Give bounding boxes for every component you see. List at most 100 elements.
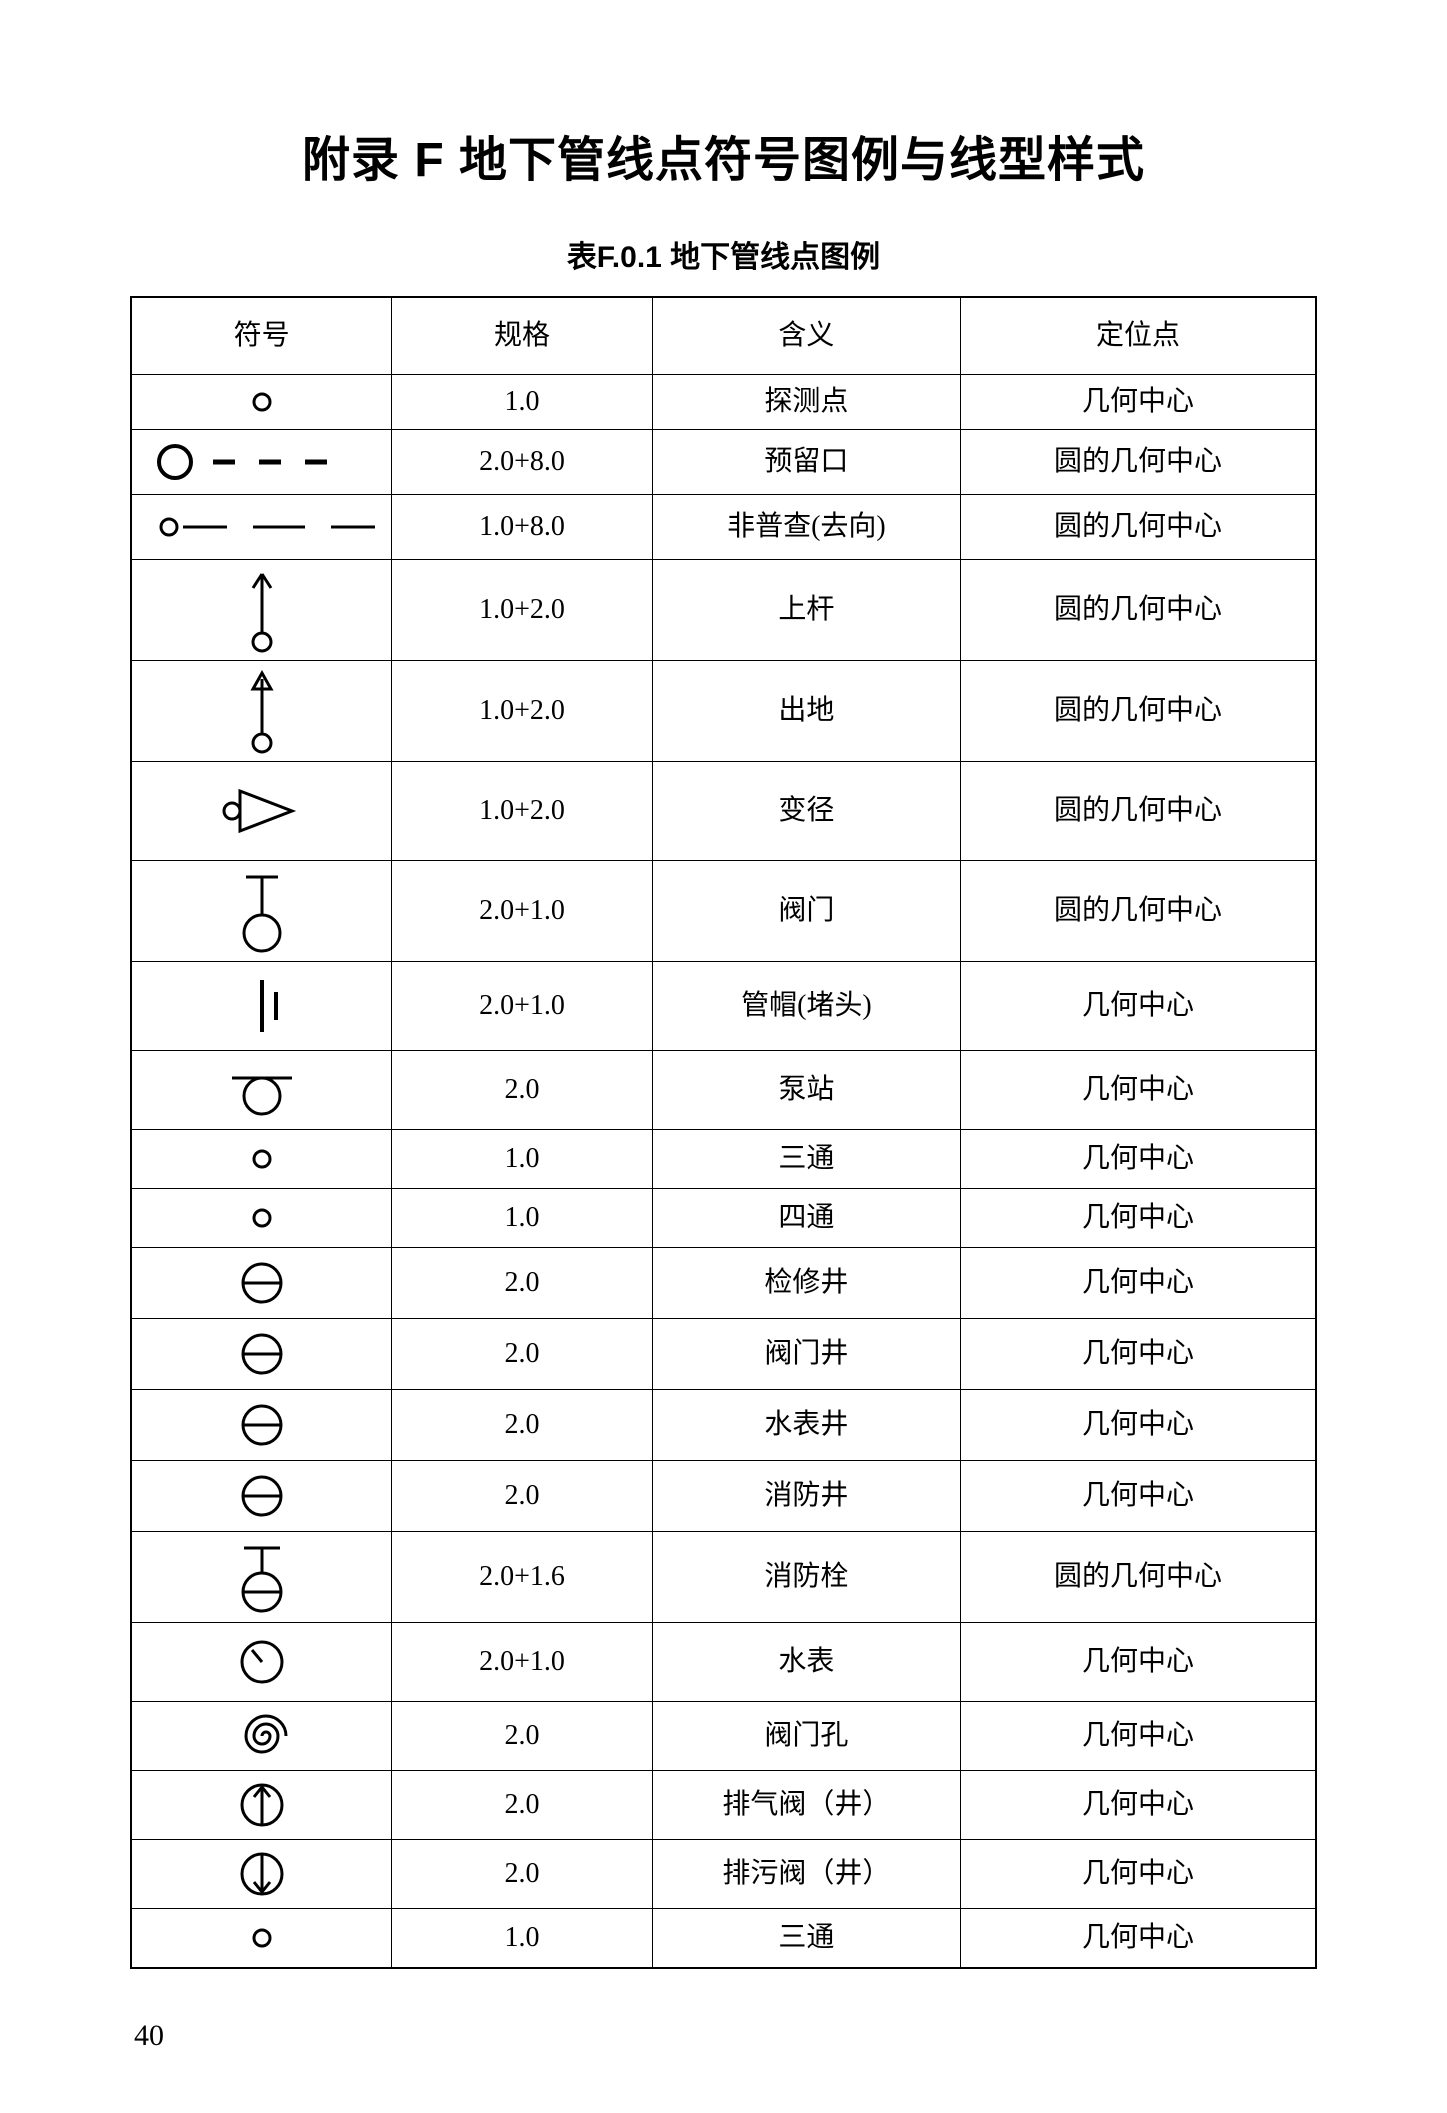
anchor-cell: 圆的几何中心 <box>960 494 1316 559</box>
table-row: 1.0+2.0出地圆的几何中心 <box>131 660 1316 761</box>
meaning-cell: 排气阀（井） <box>652 1770 960 1839</box>
spec-cell: 1.0+8.0 <box>392 494 653 559</box>
table-row: 1.0探测点几何中心 <box>131 375 1316 430</box>
meaning-cell: 阀门 <box>652 860 960 961</box>
symbol-cell <box>131 1460 392 1531</box>
meaning-cell: 排污阀（井） <box>652 1839 960 1908</box>
spec-cell: 2.0 <box>392 1050 653 1129</box>
meaning-cell: 三通 <box>652 1129 960 1188</box>
anchor-cell: 圆的几何中心 <box>960 660 1316 761</box>
meaning-cell: 预留口 <box>652 429 960 494</box>
meaning-cell: 上杆 <box>652 559 960 660</box>
anchor-cell: 几何中心 <box>960 1389 1316 1460</box>
symbol-cell <box>131 1839 392 1908</box>
anchor-cell: 几何中心 <box>960 1129 1316 1188</box>
symbol-cell <box>131 761 392 860</box>
anchor-cell: 几何中心 <box>960 1701 1316 1770</box>
table-row: 2.0+1.0阀门圆的几何中心 <box>131 860 1316 961</box>
anchor-cell: 几何中心 <box>960 1050 1316 1129</box>
symbol-cell <box>131 1701 392 1770</box>
table-row: 2.0+8.0预留口圆的几何中心 <box>131 429 1316 494</box>
meaning-cell: 非普查(去向) <box>652 494 960 559</box>
anchor-cell: 圆的几何中心 <box>960 429 1316 494</box>
table-caption: 表F.0.1 地下管线点图例 <box>130 232 1317 276</box>
spec-cell: 2.0 <box>392 1770 653 1839</box>
spec-cell: 2.0+1.0 <box>392 860 653 961</box>
spec-cell: 2.0 <box>392 1318 653 1389</box>
col-symbol: 符号 <box>131 297 392 375</box>
table-row: 1.0+2.0上杆圆的几何中心 <box>131 559 1316 660</box>
meaning-cell: 阀门孔 <box>652 1701 960 1770</box>
meaning-cell: 水表井 <box>652 1389 960 1460</box>
page-title: 附录 F 地下管线点符号图例与线型样式 <box>130 120 1317 190</box>
symbol-cell <box>131 860 392 961</box>
symbol-cell <box>131 1908 392 1968</box>
anchor-cell: 几何中心 <box>960 1460 1316 1531</box>
spec-cell: 1.0+2.0 <box>392 559 653 660</box>
table-row: 1.0三通几何中心 <box>131 1129 1316 1188</box>
symbol-cell <box>131 1770 392 1839</box>
table-row: 2.0消防井几何中心 <box>131 1460 1316 1531</box>
meaning-cell: 泵站 <box>652 1050 960 1129</box>
spec-cell: 2.0 <box>392 1701 653 1770</box>
col-spec: 规格 <box>392 297 653 375</box>
meaning-cell: 消防栓 <box>652 1531 960 1622</box>
symbol-cell <box>131 375 392 430</box>
anchor-cell: 几何中心 <box>960 1908 1316 1968</box>
table-header-row: 符号 规格 含义 定位点 <box>131 297 1316 375</box>
anchor-cell: 几何中心 <box>960 961 1316 1050</box>
spec-cell: 2.0 <box>392 1839 653 1908</box>
symbol-cell <box>131 1129 392 1188</box>
anchor-cell: 几何中心 <box>960 1622 1316 1701</box>
spec-cell: 1.0 <box>392 1908 653 1968</box>
col-anchor: 定位点 <box>960 297 1316 375</box>
symbol-cell <box>131 1318 392 1389</box>
anchor-cell: 几何中心 <box>960 1188 1316 1247</box>
legend-table: 符号 规格 含义 定位点 1.0探测点几何中心2.0+8.0预留口圆的几何中心1… <box>130 296 1317 1969</box>
table-row: 2.0+1.0水表几何中心 <box>131 1622 1316 1701</box>
spec-cell: 1.0 <box>392 1129 653 1188</box>
meaning-cell: 管帽(堵头) <box>652 961 960 1050</box>
spec-cell: 2.0+1.0 <box>392 1622 653 1701</box>
table-row: 1.0三通几何中心 <box>131 1908 1316 1968</box>
meaning-cell: 阀门井 <box>652 1318 960 1389</box>
table-row: 2.0水表井几何中心 <box>131 1389 1316 1460</box>
anchor-cell: 圆的几何中心 <box>960 860 1316 961</box>
symbol-cell <box>131 1247 392 1318</box>
symbol-cell <box>131 1389 392 1460</box>
anchor-cell: 圆的几何中心 <box>960 1531 1316 1622</box>
table-row: 1.0四通几何中心 <box>131 1188 1316 1247</box>
page-number: 40 <box>134 2019 1317 2053</box>
symbol-cell <box>131 1050 392 1129</box>
spec-cell: 2.0 <box>392 1460 653 1531</box>
table-row: 2.0排气阀（井）几何中心 <box>131 1770 1316 1839</box>
spec-cell: 1.0+2.0 <box>392 761 653 860</box>
symbol-cell <box>131 429 392 494</box>
symbol-cell <box>131 961 392 1050</box>
anchor-cell: 几何中心 <box>960 1839 1316 1908</box>
anchor-cell: 几何中心 <box>960 1318 1316 1389</box>
table-row: 2.0检修井几何中心 <box>131 1247 1316 1318</box>
meaning-cell: 消防井 <box>652 1460 960 1531</box>
anchor-cell: 圆的几何中心 <box>960 761 1316 860</box>
table-row: 2.0阀门井几何中心 <box>131 1318 1316 1389</box>
spec-cell: 2.0+8.0 <box>392 429 653 494</box>
symbol-cell <box>131 1622 392 1701</box>
spec-cell: 2.0 <box>392 1389 653 1460</box>
anchor-cell: 几何中心 <box>960 1247 1316 1318</box>
symbol-cell <box>131 559 392 660</box>
symbol-cell <box>131 1188 392 1247</box>
meaning-cell: 出地 <box>652 660 960 761</box>
table-row: 1.0+2.0变径圆的几何中心 <box>131 761 1316 860</box>
table-row: 1.0+8.0非普查(去向)圆的几何中心 <box>131 494 1316 559</box>
anchor-cell: 几何中心 <box>960 1770 1316 1839</box>
anchor-cell: 几何中心 <box>960 375 1316 430</box>
table-row: 2.0泵站几何中心 <box>131 1050 1316 1129</box>
spec-cell: 2.0 <box>392 1247 653 1318</box>
meaning-cell: 水表 <box>652 1622 960 1701</box>
spec-cell: 2.0+1.6 <box>392 1531 653 1622</box>
meaning-cell: 检修井 <box>652 1247 960 1318</box>
anchor-cell: 圆的几何中心 <box>960 559 1316 660</box>
table-row: 2.0+1.6消防栓圆的几何中心 <box>131 1531 1316 1622</box>
spec-cell: 1.0 <box>392 375 653 430</box>
